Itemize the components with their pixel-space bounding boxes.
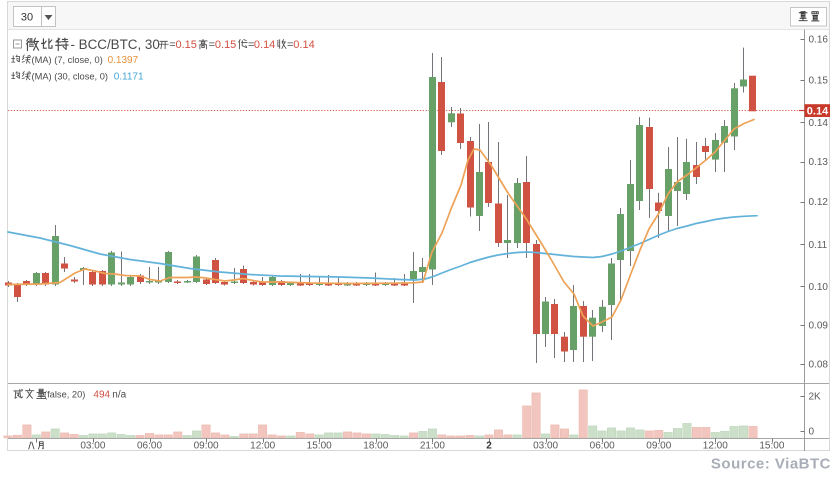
svg-text:12:00: 12:00 (250, 441, 275, 452)
svg-text:0.13: 0.13 (809, 157, 829, 168)
svg-text:494: 494 (93, 390, 110, 401)
svg-text:03:00: 03:00 (80, 441, 105, 452)
svg-text:12:00: 12:00 (703, 441, 728, 452)
svg-text:0.12: 0.12 (809, 197, 829, 208)
svg-text:30: 30 (21, 12, 33, 24)
svg-text:09:00: 09:00 (646, 441, 671, 452)
svg-text:03:00: 03:00 (533, 441, 558, 452)
svg-text:0.1171: 0.1171 (114, 72, 144, 83)
svg-text:15:00: 15:00 (759, 441, 784, 452)
svg-text:(MA) (30, close, 0): (MA) (30, close, 0) (32, 72, 108, 82)
svg-text:0.14: 0.14 (254, 39, 275, 51)
svg-text:0.15: 0.15 (176, 39, 197, 51)
svg-text:0.15: 0.15 (809, 76, 829, 87)
svg-text:21:00: 21:00 (420, 441, 445, 452)
svg-text:0.08: 0.08 (809, 360, 829, 371)
svg-text:0.14: 0.14 (809, 118, 829, 129)
svg-text:(MA) (7, close, 0): (MA) (7, close, 0) (32, 55, 103, 65)
svg-text:0.11: 0.11 (809, 240, 828, 251)
svg-text:(false, 20): (false, 20) (44, 390, 85, 400)
svg-text:15:00: 15:00 (307, 441, 332, 452)
svg-text:=: = (209, 39, 215, 51)
svg-text:18:00: 18:00 (363, 441, 388, 452)
svg-text:2: 2 (486, 441, 492, 452)
svg-text:0.1397: 0.1397 (108, 55, 139, 66)
svg-text:=: = (287, 39, 293, 51)
svg-text:0.09: 0.09 (809, 321, 829, 332)
svg-text:=: = (248, 39, 254, 51)
svg-text:n/a: n/a (112, 390, 126, 401)
svg-text:- BCC/BTC, 30: - BCC/BTC, 30 (71, 37, 160, 52)
svg-text:0.14: 0.14 (293, 39, 314, 51)
svg-text:0.15: 0.15 (215, 39, 236, 51)
svg-text:06:00: 06:00 (137, 441, 162, 452)
svg-text:06:00: 06:00 (590, 441, 615, 452)
svg-text:0.16: 0.16 (809, 35, 829, 46)
svg-text:=: = (169, 39, 175, 51)
svg-text:2K: 2K (809, 392, 822, 403)
svg-text:0: 0 (809, 427, 815, 438)
svg-text:0.10: 0.10 (809, 282, 829, 293)
svg-text:09:00: 09:00 (194, 441, 219, 452)
svg-text:Source: ViaBTC: Source: ViaBTC (711, 456, 831, 473)
svg-text:0.14: 0.14 (807, 105, 829, 117)
